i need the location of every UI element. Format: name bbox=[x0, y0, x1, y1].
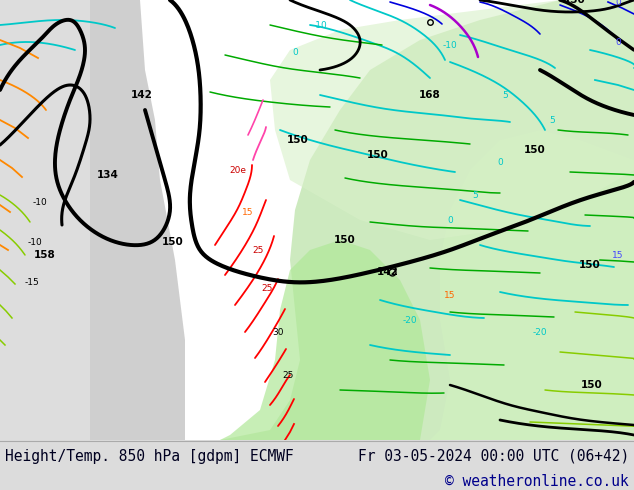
Text: 150: 150 bbox=[162, 237, 184, 247]
Text: 15: 15 bbox=[444, 291, 456, 299]
Text: © weatheronline.co.uk: © weatheronline.co.uk bbox=[445, 473, 629, 489]
Text: 150: 150 bbox=[367, 150, 389, 160]
Text: 142: 142 bbox=[131, 90, 153, 100]
Polygon shape bbox=[270, 0, 634, 240]
Text: 30: 30 bbox=[272, 327, 284, 337]
Text: 158: 158 bbox=[34, 250, 56, 260]
Text: -10: -10 bbox=[313, 21, 327, 29]
Polygon shape bbox=[0, 0, 90, 440]
Text: 0: 0 bbox=[292, 48, 298, 56]
Text: 150: 150 bbox=[334, 235, 356, 245]
Text: 142: 142 bbox=[377, 267, 399, 277]
Text: 0: 0 bbox=[615, 0, 621, 6]
Text: 25: 25 bbox=[282, 370, 294, 379]
Text: 150: 150 bbox=[287, 135, 309, 145]
Text: 5: 5 bbox=[472, 191, 478, 199]
Polygon shape bbox=[90, 0, 185, 440]
Text: 0: 0 bbox=[615, 38, 621, 47]
Text: 150: 150 bbox=[581, 380, 603, 390]
Text: Height/Temp. 850 hPa [gdpm] ECMWF: Height/Temp. 850 hPa [gdpm] ECMWF bbox=[5, 448, 294, 464]
Polygon shape bbox=[185, 0, 634, 440]
Text: 15: 15 bbox=[242, 207, 254, 217]
Text: -15: -15 bbox=[25, 277, 39, 287]
Text: 25: 25 bbox=[261, 284, 273, 293]
Polygon shape bbox=[430, 130, 634, 440]
Text: 0: 0 bbox=[497, 157, 503, 167]
Text: Fr 03-05-2024 00:00 UTC (06+42): Fr 03-05-2024 00:00 UTC (06+42) bbox=[358, 448, 629, 464]
Text: 25: 25 bbox=[252, 245, 264, 254]
Text: 15: 15 bbox=[612, 250, 624, 260]
Text: 150: 150 bbox=[564, 0, 586, 5]
Text: 20e: 20e bbox=[230, 166, 247, 174]
Text: 5: 5 bbox=[549, 116, 555, 124]
Text: 168: 168 bbox=[419, 90, 441, 100]
Text: 0: 0 bbox=[447, 216, 453, 224]
Text: 150: 150 bbox=[524, 145, 546, 155]
Text: 134: 134 bbox=[97, 170, 119, 180]
Text: -20: -20 bbox=[533, 327, 547, 337]
Text: -10: -10 bbox=[443, 41, 457, 49]
Text: -10: -10 bbox=[28, 238, 42, 246]
Text: -10: -10 bbox=[32, 197, 48, 206]
Text: 5: 5 bbox=[502, 91, 508, 99]
Polygon shape bbox=[220, 240, 430, 440]
Text: -20: -20 bbox=[403, 316, 417, 324]
Text: 150: 150 bbox=[579, 260, 601, 270]
